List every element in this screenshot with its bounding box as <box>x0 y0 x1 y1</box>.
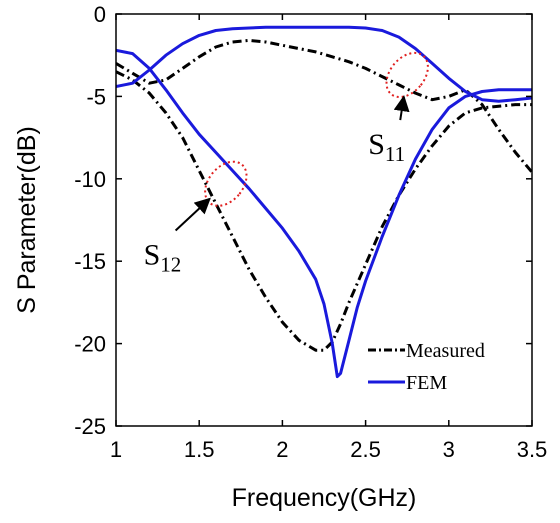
s12-label: S12 <box>144 238 182 276</box>
annotations-layer: S11 S12 <box>144 51 429 276</box>
s11-arrow <box>393 95 410 121</box>
x-tick-label: 3.5 <box>517 437 548 462</box>
s11-label: S11 <box>368 128 405 166</box>
legend-label-fem: FEM <box>406 372 447 394</box>
y-tick-label: -5 <box>86 84 106 109</box>
x-tick-label: 1 <box>110 437 122 462</box>
s12-arrow <box>174 197 211 232</box>
legend: Measured FEM <box>368 340 485 394</box>
plot-area <box>116 14 532 426</box>
series-fem-s11 <box>116 25 532 103</box>
x-tick-label: 1.5 <box>184 437 215 462</box>
s12-label-base: S <box>144 238 161 271</box>
x-axis-ticks: 1 1.5 2 2.5 3 3.5 <box>110 14 547 462</box>
x-tick-label: 2.5 <box>350 437 381 462</box>
s11-label-sub: 11 <box>385 142 405 166</box>
y-tick-label: -10 <box>74 167 106 192</box>
legend-label-measured: Measured <box>406 340 485 362</box>
y-tick-label: 0 <box>94 2 106 27</box>
y-tick-label: -15 <box>74 249 106 274</box>
s12-label-sub: 12 <box>160 252 181 276</box>
y-axis-ticks: 0 -5 -10 -15 -20 -25 <box>74 2 532 439</box>
plot-frame <box>115 13 533 427</box>
series-measured-s12 <box>116 70 532 352</box>
s11-label-base: S <box>368 128 385 161</box>
series-fem-s12 <box>116 48 532 379</box>
series-layer <box>116 25 532 379</box>
y-axis-title: S Parameter(dB) <box>13 126 41 314</box>
y-tick-label: -25 <box>74 414 106 439</box>
x-tick-label: 2 <box>276 437 288 462</box>
y-tick-label: -20 <box>74 332 106 357</box>
s12-highlight-ellipse <box>204 160 248 207</box>
x-axis-title: Frequency(GHz) <box>232 484 417 512</box>
x-tick-label: 3 <box>443 437 455 462</box>
